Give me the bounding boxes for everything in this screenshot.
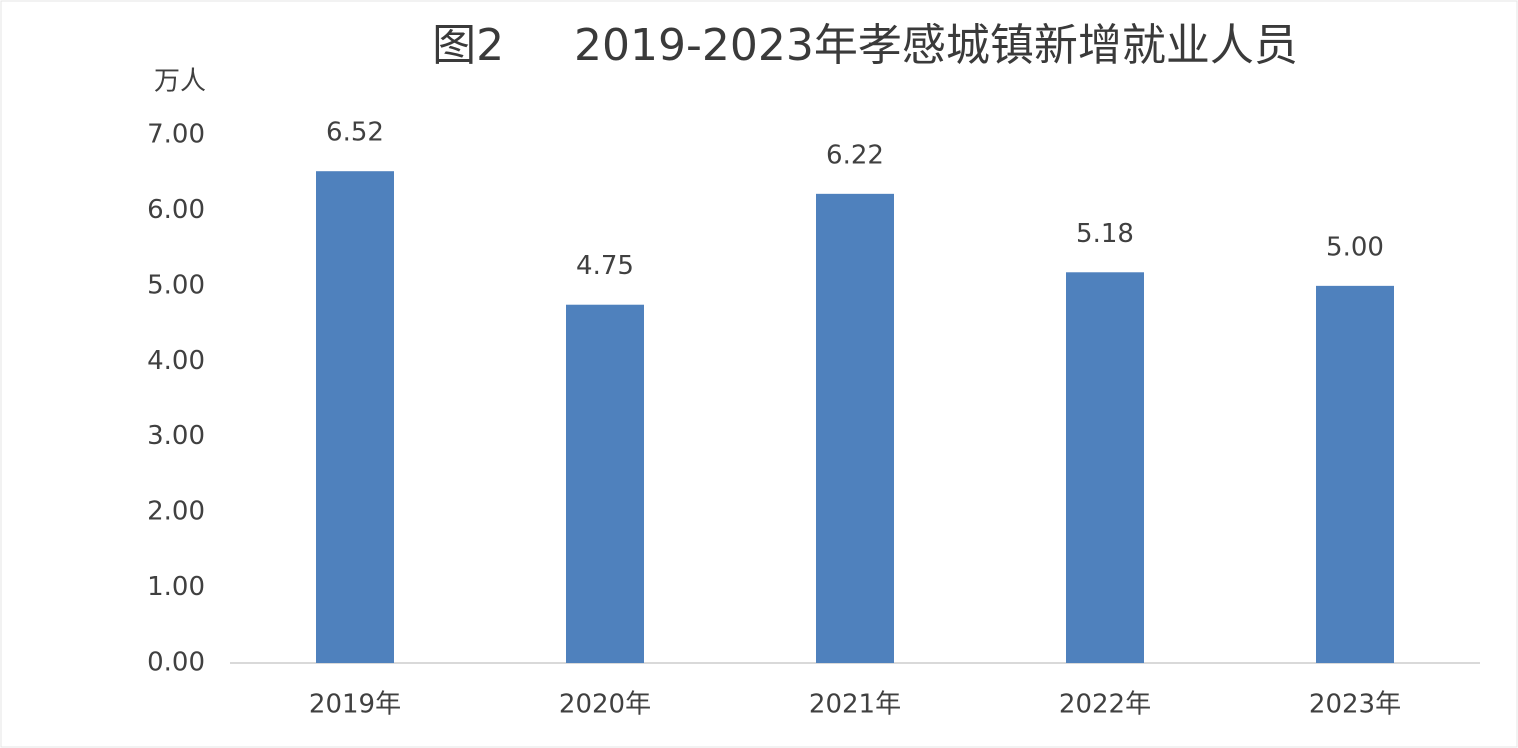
x-tick-label: 2020年 [559, 690, 651, 720]
bar [816, 193, 894, 663]
value-label: 5.00 [1326, 232, 1384, 262]
x-tick-label: 2019年 [309, 690, 401, 720]
x-tick-label: 2022年 [1059, 690, 1151, 720]
y-tick-label: 7.00 [147, 120, 205, 150]
y-tick-label: 1.00 [147, 572, 205, 602]
bar [566, 304, 644, 663]
y-tick-label: 4.00 [147, 346, 205, 376]
y-tick-label: 3.00 [147, 421, 205, 451]
value-label: 6.52 [326, 118, 384, 148]
y-tick-label: 0.00 [147, 648, 205, 678]
y-tick-label: 6.00 [147, 195, 205, 225]
y-axis-label: 万人 [154, 67, 206, 97]
bar [1316, 285, 1394, 663]
y-tick-label: 2.00 [147, 497, 205, 527]
bar [316, 171, 394, 663]
y-tick-label: 5.00 [147, 270, 205, 300]
x-tick-label: 2023年 [1309, 690, 1401, 720]
bar [1066, 272, 1144, 663]
x-tick-label: 2021年 [809, 690, 901, 720]
chart-title: 图2 2019-2023年孝感城镇新增就业人员 [432, 20, 1298, 71]
value-label: 4.75 [576, 251, 634, 281]
value-label: 5.18 [1076, 219, 1134, 249]
value-label: 6.22 [826, 140, 884, 170]
